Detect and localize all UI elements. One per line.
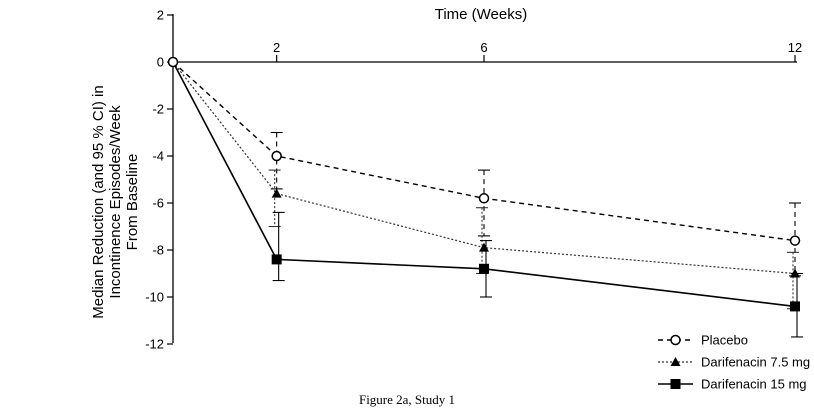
data-point — [271, 188, 282, 198]
x-ticks: 2 6 12 — [273, 40, 802, 62]
series-line — [172, 61, 796, 242]
series-line — [172, 61, 796, 308]
axes — [172, 14, 797, 343]
legend-marker — [670, 379, 681, 389]
y-tick-label: 2 — [157, 8, 164, 23]
data-point — [479, 242, 489, 252]
y-tick-label: -8 — [152, 243, 164, 258]
x-tick-label: 2 — [273, 40, 280, 55]
series-1 — [172, 61, 801, 277]
legend-label: Darifenacin 15 mg — [701, 377, 807, 392]
data-point — [271, 254, 282, 265]
y-axis-title-line-2: Incontinence Episodes/Week — [107, 105, 124, 299]
data-point — [479, 263, 489, 274]
data-point — [478, 193, 490, 204]
y-tick-label: -6 — [152, 196, 164, 211]
y-tick-label: 0 — [157, 55, 164, 70]
x-tick-label: 6 — [480, 40, 487, 55]
y-tick-label: -2 — [152, 102, 164, 117]
legend: Placebo Darifenacin 7.5 mg Darifenacin 15 … — [658, 333, 810, 392]
y-axis-title: Median Reduction (and 95 % CI) in Incont… — [90, 85, 141, 318]
origin-point — [167, 56, 179, 68]
data-point — [271, 150, 282, 162]
y-tick-label: -12 — [145, 337, 164, 352]
legend-marker — [670, 357, 681, 366]
y-tick-label: -10 — [145, 290, 164, 305]
data-point — [789, 235, 801, 246]
legend-label: Darifenacin 7.5 mg — [701, 355, 810, 370]
series-3 — [172, 61, 803, 338]
legend-label: Placebo — [701, 333, 748, 348]
figure-caption: Figure 2a, Study 1 — [358, 392, 456, 407]
x-tick-label: 12 — [788, 40, 802, 55]
y-axis-title-line-1: Median Reduction (and 95 % CI) in — [90, 85, 107, 318]
series — [167, 56, 803, 338]
data-point — [790, 301, 800, 312]
y-tick-label: -4 — [152, 149, 164, 164]
y-ticks: 2 0 -2 -4 -6 -8 -10 -12 — [145, 8, 173, 352]
y-axis-title-line-3: From Baseline — [124, 154, 141, 251]
series-line — [172, 61, 796, 275]
legend-marker — [670, 334, 681, 346]
x-axis-title: Time (Weeks) — [435, 6, 528, 23]
